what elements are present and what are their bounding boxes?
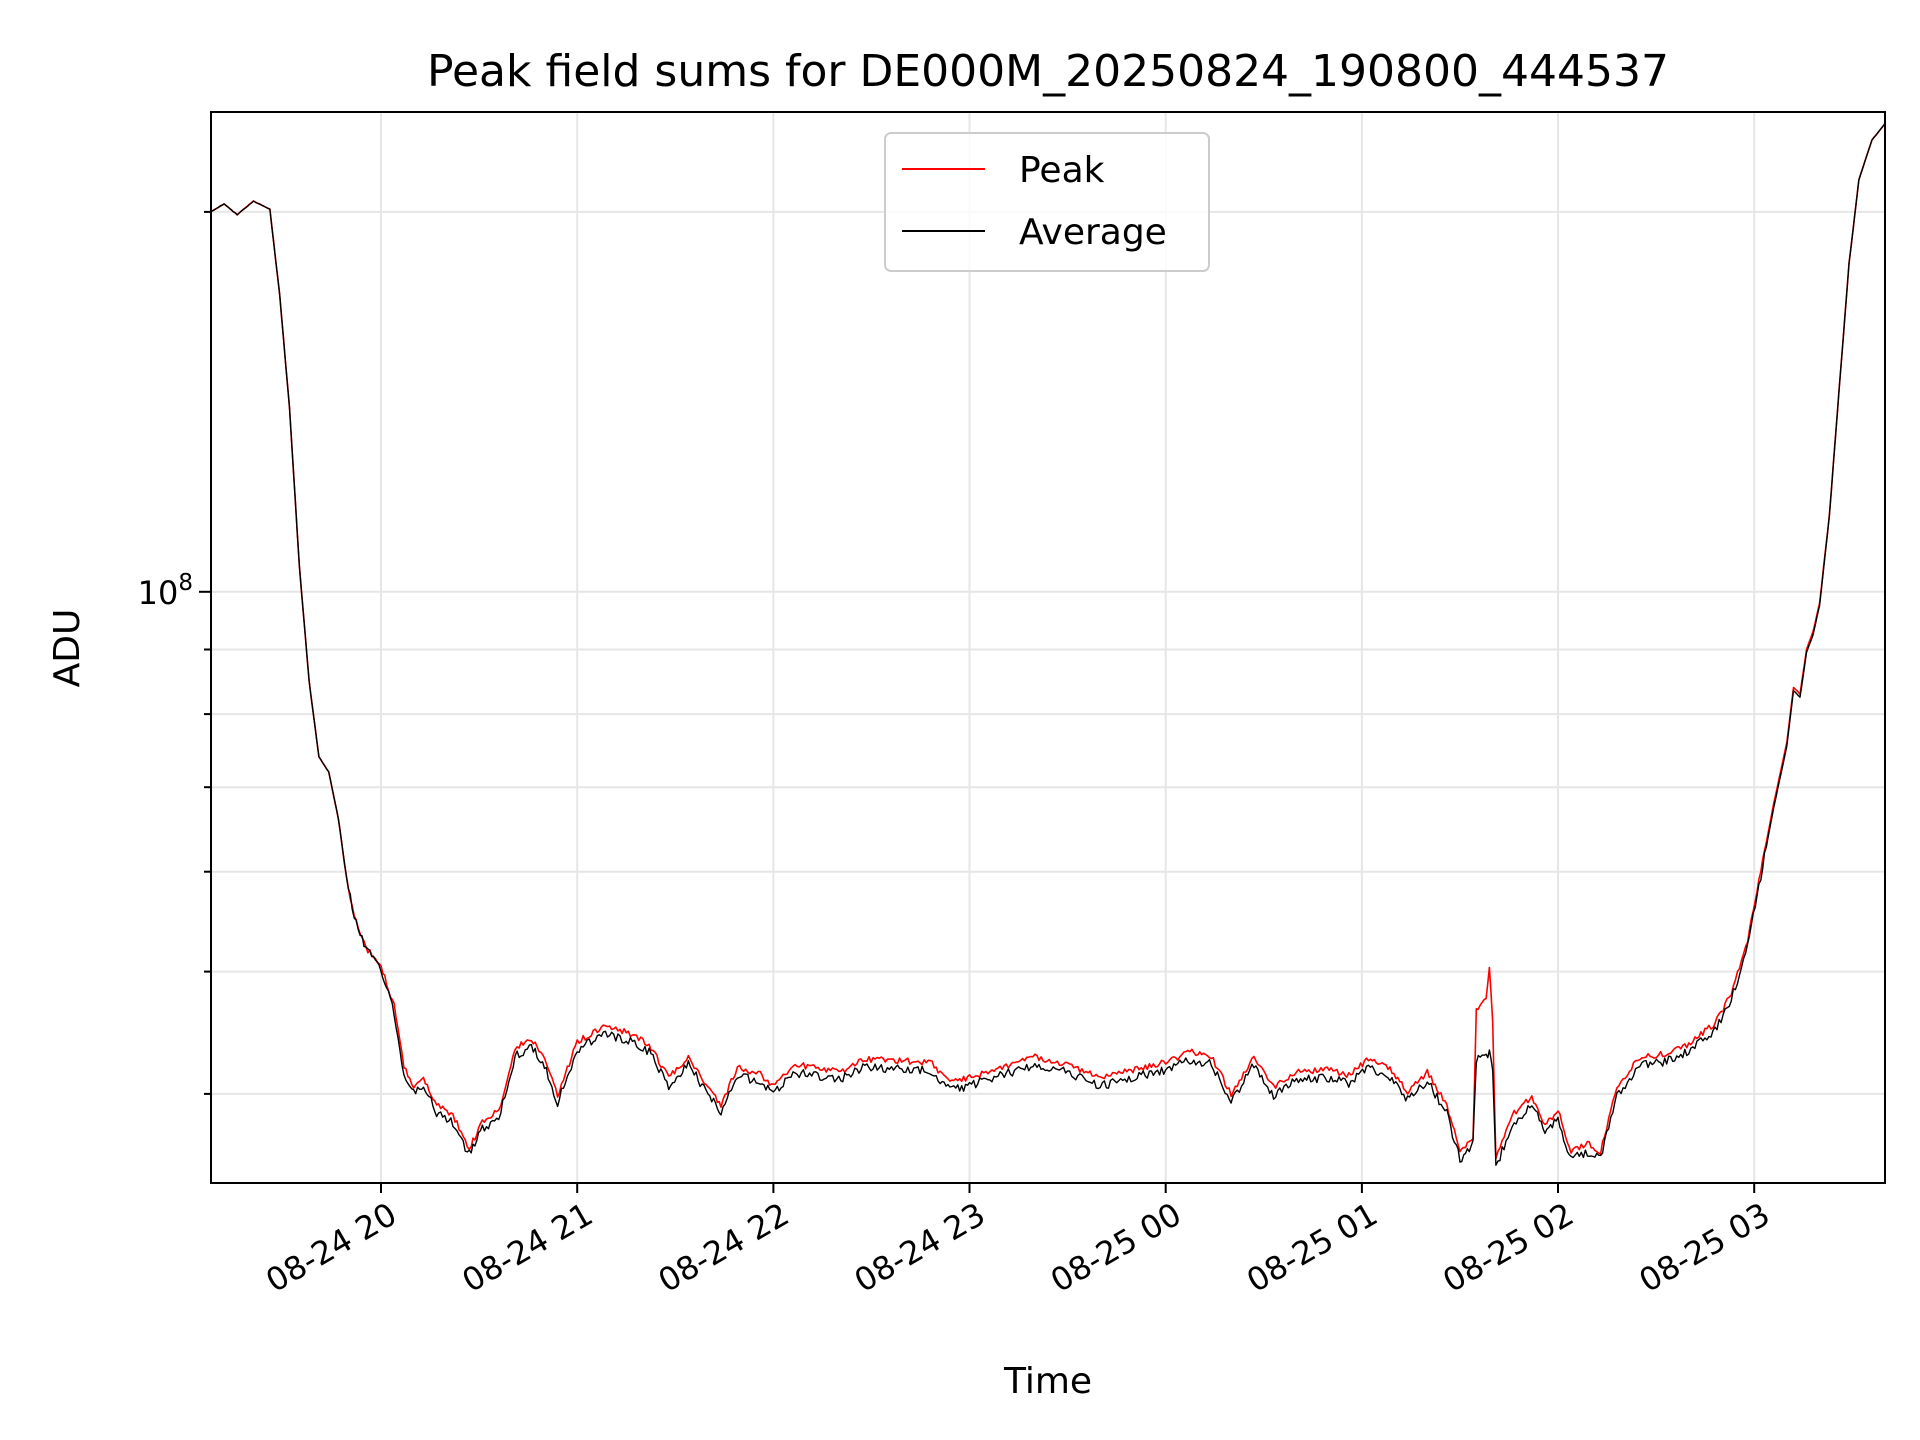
legend-label-peak: Peak bbox=[1019, 150, 1105, 191]
plot-frame bbox=[210, 111, 1886, 1184]
grid-layer bbox=[211, 112, 1885, 1183]
legend-box bbox=[884, 132, 1210, 272]
series-line-average bbox=[210, 123, 1886, 1166]
series-line-peak bbox=[210, 123, 1886, 1160]
legend-label-average: Average bbox=[1019, 212, 1167, 253]
chart-title: Peak field sums for DE000M_20250824_1908… bbox=[427, 46, 1669, 97]
x-axis-label: Time bbox=[1003, 1361, 1092, 1402]
legend: Peak Average bbox=[884, 132, 1210, 272]
y-axis-label: ADU bbox=[47, 609, 88, 688]
series-layer bbox=[210, 123, 1886, 1166]
y-tick-label: 108 bbox=[138, 570, 193, 612]
